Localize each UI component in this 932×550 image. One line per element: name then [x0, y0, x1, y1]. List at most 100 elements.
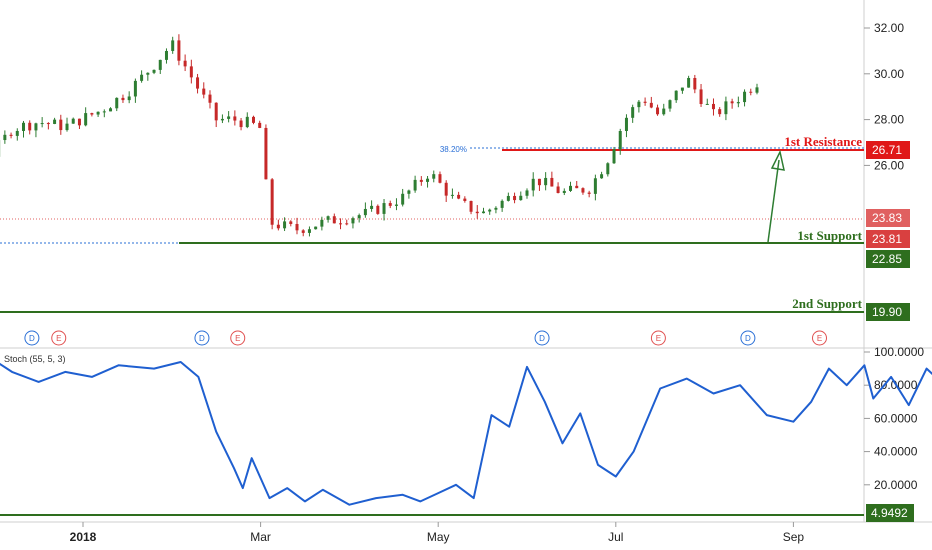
tag-box	[866, 209, 910, 227]
stoch-tick-label: 60.0000	[874, 411, 918, 425]
candle-body	[189, 66, 193, 78]
level-label: 1st Support	[797, 228, 862, 243]
chart-annotations	[767, 149, 785, 243]
candle-body	[419, 179, 423, 182]
candle-body	[432, 174, 436, 179]
tag-box	[866, 141, 910, 159]
candle-body	[600, 174, 604, 179]
stoch-tick-label: 40.0000	[874, 445, 918, 459]
candle-body	[556, 186, 560, 193]
stoch-tick-label: 100.0000	[874, 345, 924, 359]
earnings-badge: E	[650, 330, 666, 346]
candle-body	[743, 91, 747, 103]
time-tick-label: Mar	[250, 530, 271, 544]
candle-body	[513, 195, 517, 201]
candle-body	[618, 131, 622, 150]
candle-body	[407, 190, 411, 194]
candle-body	[500, 200, 504, 208]
tag-value: 26.71	[872, 143, 902, 157]
dividend-badge: D	[740, 330, 756, 346]
candle-body	[65, 123, 69, 131]
event-badges: DEDEDEDEDEDE	[24, 330, 827, 346]
candle-body	[575, 185, 579, 189]
candle-body	[307, 229, 311, 233]
candle-body	[177, 40, 181, 61]
stoch-indicator-label: Stoch (55, 5, 3)	[4, 354, 66, 364]
candle-body	[606, 163, 610, 175]
candle-body	[687, 77, 691, 88]
candle-body	[220, 118, 224, 121]
earnings-badge: E	[812, 330, 827, 346]
support-2-price-tag: 19.90	[866, 303, 910, 321]
badge-letter: D	[745, 334, 751, 343]
candle-body	[450, 194, 454, 196]
candle-body	[711, 103, 715, 110]
price-tick-label: 26.00	[874, 158, 904, 172]
candle-body	[662, 108, 666, 115]
candle-body	[656, 107, 660, 115]
price-grid	[864, 27, 870, 166]
badge-letter: E	[656, 334, 661, 343]
candle-body	[550, 177, 554, 187]
candle-body	[668, 100, 672, 109]
support-1-price-tag: 22.85	[866, 250, 910, 268]
candle-body	[693, 77, 697, 90]
candle-body	[239, 120, 243, 128]
time-tick-label: Jul	[608, 530, 623, 544]
dividend-badge: D	[534, 330, 550, 346]
time-tick-label: Sep	[783, 530, 805, 544]
candle-body	[382, 203, 386, 214]
badge-circle	[534, 330, 550, 346]
candle-body	[363, 208, 367, 216]
target-arrow-line	[767, 159, 780, 243]
candle-body	[270, 179, 274, 225]
candle-body	[3, 134, 7, 141]
candle-body	[326, 216, 330, 220]
candle-body	[649, 102, 653, 108]
candle-body	[388, 203, 392, 206]
badge-circle	[650, 330, 666, 346]
candle-body	[755, 87, 759, 93]
candle-body	[444, 182, 448, 196]
candle-body	[376, 205, 380, 214]
stoch-line	[0, 361, 932, 506]
candle-body	[227, 116, 231, 119]
candle-body	[127, 96, 131, 101]
badge-letter: D	[199, 334, 205, 343]
candle-body	[258, 122, 262, 128]
price-tags: 26.71 23.83 23.81 22.85 19.90	[866, 141, 910, 321]
candle-body	[469, 200, 473, 212]
badge-circle	[51, 330, 67, 346]
candle-body	[208, 94, 212, 103]
tag-box	[866, 230, 910, 248]
candle-body	[593, 178, 597, 194]
candle-body	[276, 224, 280, 229]
candle-body	[401, 193, 405, 205]
candle-body	[158, 59, 162, 70]
candle-body	[146, 72, 150, 75]
badge-letter: D	[29, 334, 35, 343]
candle-body	[77, 118, 81, 126]
candle-body	[9, 134, 13, 136]
candle-body	[84, 113, 88, 126]
candle-body	[537, 178, 541, 186]
badge-circle	[812, 330, 827, 346]
candle-body	[15, 130, 19, 136]
level-label: 2nd Support	[792, 296, 862, 311]
candle-body	[426, 178, 430, 182]
tag-value: 4.9492	[871, 506, 908, 520]
candle-body	[643, 101, 647, 103]
candle-body	[289, 221, 293, 224]
candle-body	[488, 209, 492, 212]
candle-body	[245, 116, 249, 128]
target-arrow-head	[770, 149, 785, 171]
candle-body	[283, 221, 287, 229]
candle-body	[59, 119, 63, 131]
candle-body	[581, 188, 585, 193]
candle-body	[264, 127, 268, 180]
candle-body	[519, 195, 523, 201]
candle-body	[295, 223, 299, 231]
candle-body	[475, 211, 479, 214]
